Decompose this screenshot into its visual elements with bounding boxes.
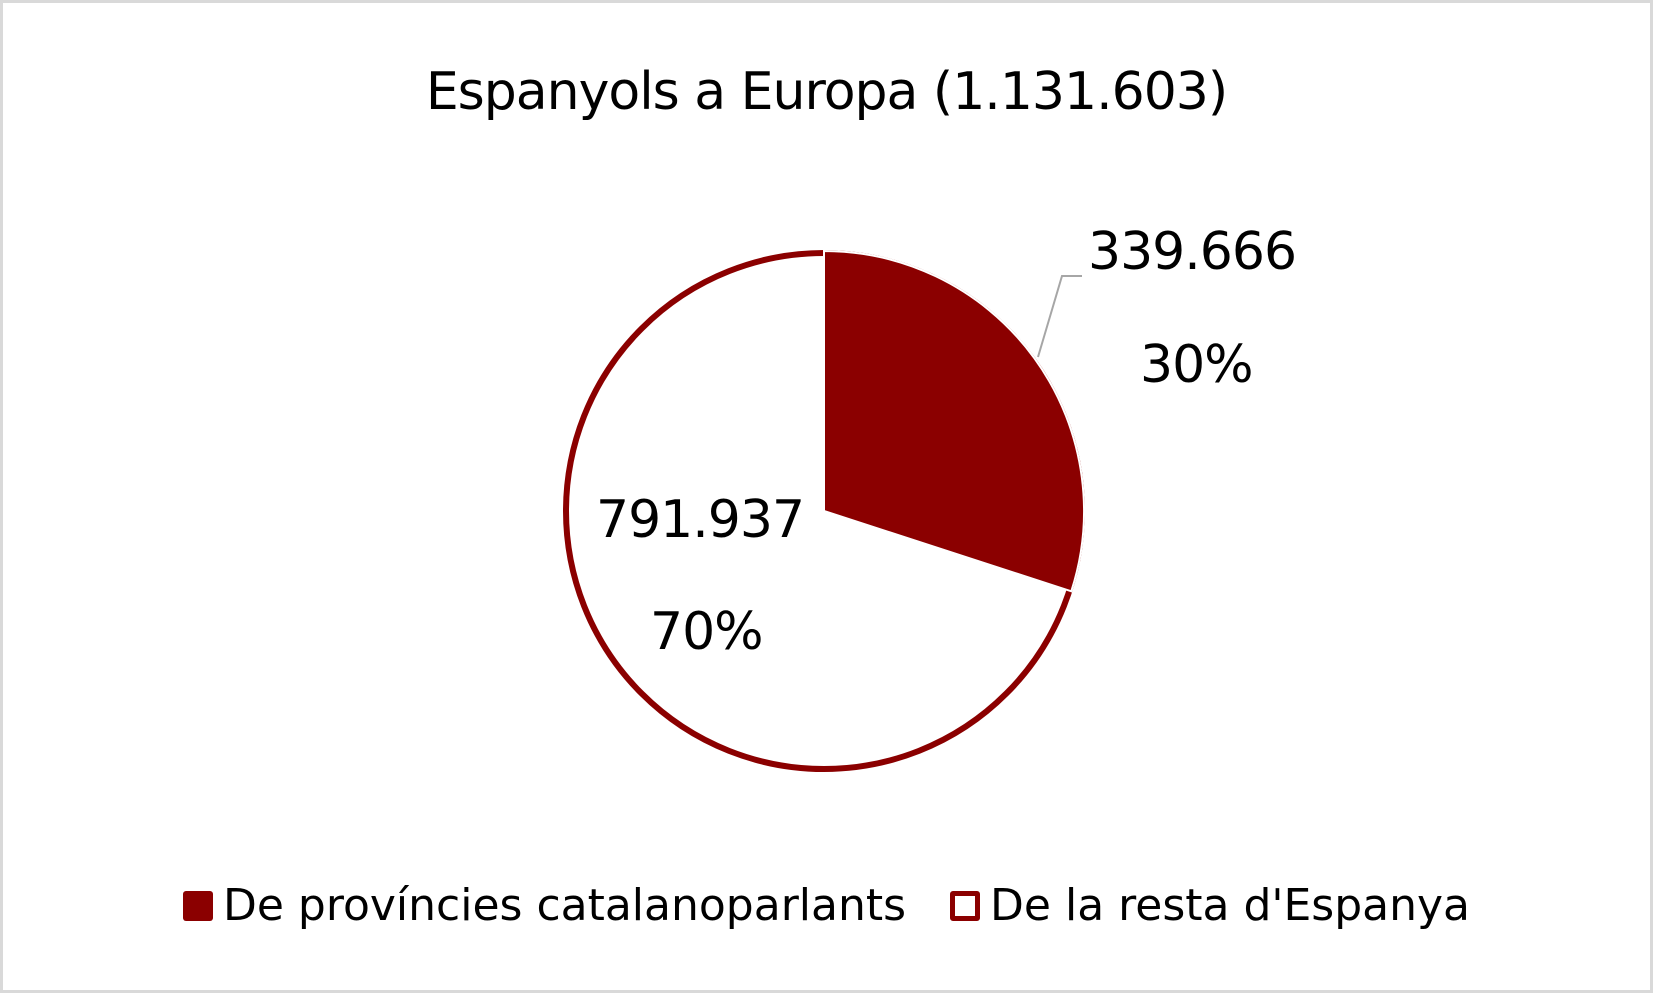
legend-item-catalan-speaking: De províncies catalanoparlants (182, 880, 907, 931)
leader-line (1037, 275, 1082, 358)
chart-title: Espanyols a Europa (1.131.603) (425, 62, 1228, 122)
slice1-value-label: 339.666 (1088, 222, 1297, 282)
chart-legend: De províncies catalanoparlants De la res… (0, 880, 1653, 931)
slice1-percent-label: 30% (1140, 335, 1254, 395)
slice-catalan-speaking-provinces (823, 249, 1086, 593)
slice2-percent-label: 70% (650, 602, 764, 662)
outline-square-icon (950, 890, 981, 921)
legend-label: De províncies catalanoparlants (222, 880, 907, 931)
legend-label: De la resta d'Espanya (990, 880, 1471, 931)
slice2-value-label: 791.937 (596, 490, 805, 550)
filled-square-icon (182, 890, 213, 921)
legend-item-rest-of-spain: De la resta d'Espanya (950, 880, 1470, 931)
